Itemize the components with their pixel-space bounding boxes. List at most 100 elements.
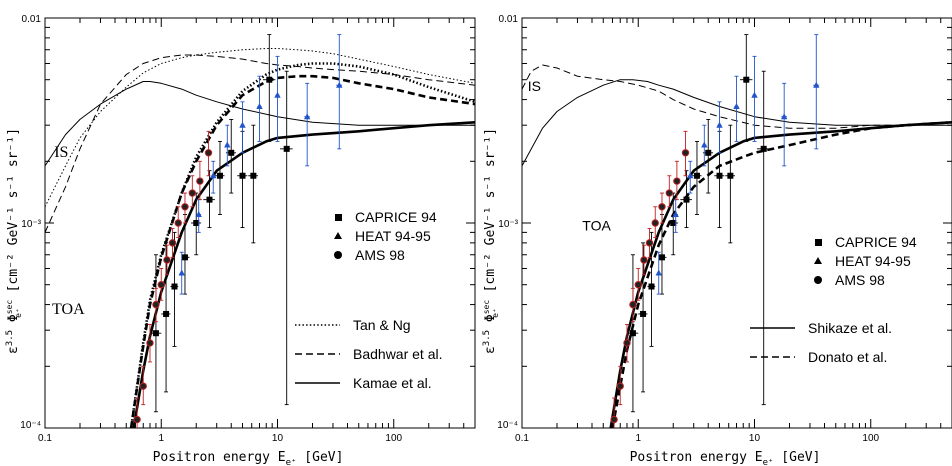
data-point-circle xyxy=(181,203,189,211)
legend-marker-triangle xyxy=(334,232,342,239)
x-axis-label: Positron energy Ee⁺ [GeV] xyxy=(630,450,821,466)
data-point-circle xyxy=(152,300,160,309)
data-point-square xyxy=(640,310,647,317)
data-point-triangle xyxy=(733,103,740,110)
series-line-kamae-et-al--is xyxy=(45,81,475,167)
data-point-circle xyxy=(146,339,154,347)
data-point-circle xyxy=(133,415,141,424)
data-point-circle xyxy=(681,149,690,157)
data-points-group xyxy=(133,34,343,428)
y-tick-label: 10⁻³ xyxy=(498,219,518,230)
data-point-square xyxy=(705,149,712,156)
data-point-square xyxy=(629,330,636,337)
legend-label-circle: AMS 98 xyxy=(355,247,405,263)
data-point-circle xyxy=(640,256,648,264)
data-point-circle xyxy=(204,149,213,157)
data-point-square xyxy=(171,283,178,290)
data-point-circle xyxy=(139,382,147,390)
data-point-triangle xyxy=(303,113,311,120)
series-line-badhwar-et-al--is xyxy=(45,54,475,233)
data-point-square xyxy=(760,145,767,152)
legend-marker-square xyxy=(335,214,342,221)
data-point-circle xyxy=(168,239,177,247)
data-point-triangle xyxy=(780,113,788,120)
legend-marker-circle xyxy=(814,276,822,284)
legend-line-label: Badhwar et al. xyxy=(353,346,443,362)
data-point-circle xyxy=(188,189,197,197)
y-tick-label: 10⁻⁴ xyxy=(20,420,41,431)
series-line-tan-ng-toa xyxy=(129,62,475,428)
x-tick-label: 100 xyxy=(862,433,879,444)
data-point-square xyxy=(693,172,700,179)
legend-label-triangle: HEAT 94-95 xyxy=(835,253,911,269)
legend-label-square: CAPRICE 94 xyxy=(355,209,437,225)
data-point-triangle xyxy=(716,121,723,128)
data-point-square xyxy=(216,172,223,179)
x-tick-label: 1 xyxy=(158,433,164,444)
series-line-shikaze-et-al--is xyxy=(522,79,952,167)
legend-label-square: CAPRICE 94 xyxy=(835,234,917,250)
data-point-circle xyxy=(634,281,642,289)
series-line-badhwar-et-al--toa xyxy=(129,74,475,428)
data-point-square xyxy=(683,196,690,203)
data-point-circle xyxy=(673,177,681,185)
x-axis-label: Positron energy Ee⁺ [GeV] xyxy=(153,450,344,466)
data-point-square xyxy=(181,254,188,261)
data-point-square xyxy=(239,172,246,179)
legend-line-label: Kamae et al. xyxy=(353,375,432,391)
data-point-circle xyxy=(610,415,618,424)
data-point-circle xyxy=(157,281,165,289)
data-point-triangle xyxy=(274,91,281,98)
data-point-triangle xyxy=(178,269,185,276)
data-point-square xyxy=(152,330,159,337)
data-point-square xyxy=(250,172,257,179)
x-tick-label: 0.1 xyxy=(38,433,52,444)
y-tick-label: 10⁻³ xyxy=(21,219,41,230)
data-point-square xyxy=(228,149,235,156)
data-point-circle xyxy=(623,339,631,347)
data-point-triangle xyxy=(655,269,662,276)
annotation-toa: TOA xyxy=(582,217,611,233)
x-tick-label: 100 xyxy=(385,433,402,444)
data-point-square xyxy=(716,172,723,179)
data-point-circle xyxy=(651,219,659,227)
x-tick-label: 10 xyxy=(749,433,761,444)
annotation-is: IS xyxy=(528,78,541,94)
series-line-donato-et-al--toa xyxy=(611,121,952,428)
data-point-triangle xyxy=(813,81,820,88)
data-point-triangle xyxy=(239,121,246,128)
data-point-square xyxy=(206,196,213,203)
data-point-triangle xyxy=(210,172,217,179)
data-point-square xyxy=(670,220,677,226)
legend-marker-triangle xyxy=(814,257,822,264)
legend-label-circle: AMS 98 xyxy=(835,272,885,288)
chart-panel-left: 0.1 1 10 100 10⁻⁴ 10⁻³ 0.01 Positron energy Ee⁺… xyxy=(5,14,476,466)
legend-marker-square xyxy=(815,239,822,246)
data-point-triangle xyxy=(687,172,694,179)
data-point-circle xyxy=(616,382,624,390)
y-tick-label: 0.01 xyxy=(22,14,42,25)
y-axis-label: ε3.5 Φsece⁺ [cm⁻² GeV⁻¹ s⁻¹ sr⁻¹] xyxy=(482,128,500,354)
x-tick-label: 1 xyxy=(635,433,641,444)
data-point-triangle xyxy=(224,141,231,148)
data-point-circle xyxy=(174,219,182,227)
data-point-triangle xyxy=(751,91,758,98)
x-tick-label: 0.1 xyxy=(515,433,529,444)
data-point-square xyxy=(163,310,170,317)
legend-line-label: Donato et al. xyxy=(808,349,887,365)
legend-label-triangle: HEAT 94-95 xyxy=(355,228,431,244)
data-point-triangle xyxy=(701,141,708,148)
annotation-toa: TOA xyxy=(52,301,85,318)
data-point-triangle xyxy=(672,211,679,218)
legend-marker-circle xyxy=(334,251,342,259)
x-tick-label: 10 xyxy=(272,433,284,444)
data-point-circle xyxy=(645,239,654,247)
data-point-square xyxy=(658,254,665,261)
data-point-circle xyxy=(658,203,666,211)
chart-panel-right: 0.1 1 10 100 10⁻⁴ 10⁻³ 0.01 Positron energy Ee⁺… xyxy=(482,14,952,466)
data-point-circle xyxy=(665,189,674,197)
data-point-circle xyxy=(629,300,637,309)
y-axis-label: ε3.5 Φsece⁺ [cm⁻² GeV⁻¹ s⁻¹ sr⁻¹] xyxy=(5,128,23,354)
data-point-triangle xyxy=(195,211,202,218)
